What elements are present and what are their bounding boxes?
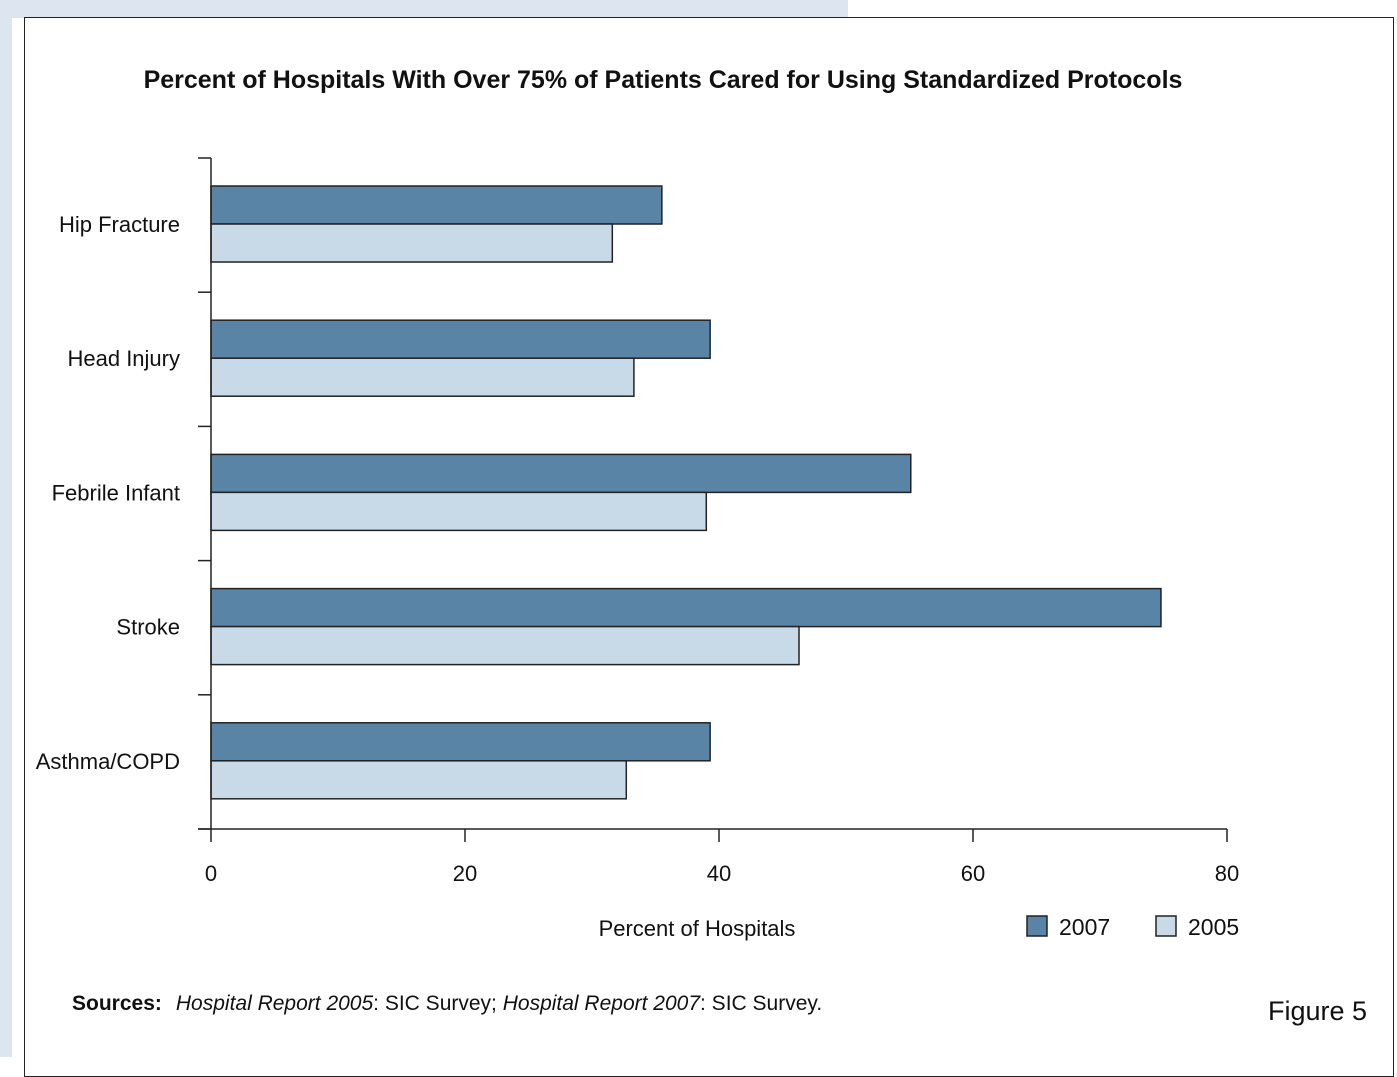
background-band-left	[0, 0, 12, 1057]
sources-note: Sources: Hospital Report 2005: SIC Survey…	[72, 992, 822, 1016]
y-tick-label: Hip Fracture	[59, 212, 180, 237]
x-axis-label: Percent of Hospitals	[599, 916, 796, 941]
x-tick-label: 80	[1215, 861, 1239, 886]
sources-report-2007: Hospital Report 2007	[502, 992, 701, 1015]
legend-label-2007: 2007	[1059, 914, 1110, 940]
x-tick-label: 0	[205, 861, 217, 886]
bar-2007-head-injury	[210, 319, 711, 359]
chart-title: Percent of Hospitals With Over 75% of Pa…	[144, 66, 1183, 94]
bar-2007-asthma-copd	[210, 722, 711, 762]
bar-2005-asthma-copd	[210, 760, 628, 800]
bar-2007-hip-fracture	[210, 185, 663, 225]
bar-2005-head-injury	[210, 357, 635, 397]
figure-number: Figure 5	[1268, 996, 1368, 1026]
x-tick-label: 40	[707, 861, 731, 886]
legend-label-2005: 2005	[1188, 914, 1239, 940]
legend-swatch-2005	[1155, 915, 1177, 937]
sources-text-2007: : SIC Survey.	[700, 992, 823, 1015]
y-tick-label: Stroke	[116, 615, 180, 640]
bar-2007-febrile-infant	[210, 453, 912, 494]
y-tick-label: Head Injury	[67, 346, 180, 371]
legend-swatch-2007	[1026, 915, 1048, 937]
bar-2005-stroke	[210, 625, 800, 666]
sources-report-2005: Hospital Report 2005	[175, 992, 374, 1015]
x-tick-label: 20	[453, 861, 477, 886]
x-tick-label: 60	[961, 861, 985, 886]
y-tick-label: Febrile Infant	[52, 480, 180, 505]
bar-2007-stroke	[210, 587, 1162, 628]
bar-2005-febrile-infant	[210, 491, 708, 532]
sources-label: Sources:	[72, 992, 162, 1015]
bar-2005-hip-fracture	[210, 223, 614, 263]
y-tick-label: Asthma/COPD	[36, 749, 180, 774]
sources-text-2005: : SIC Survey;	[373, 992, 497, 1015]
background-band-top	[0, 0, 848, 18]
